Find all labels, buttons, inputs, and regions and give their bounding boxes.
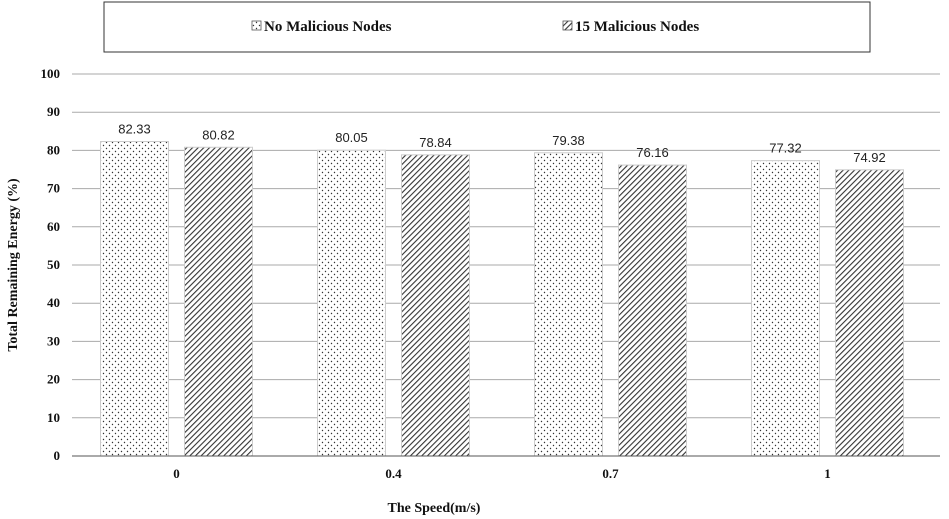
bar-15-malicious-2: [618, 164, 687, 457]
data-labels: 82.33 80.82 80.05 78.84 79.38 76.16 77.32 74.92: [118, 121, 886, 164]
data-label: 82.33: [118, 121, 151, 136]
x-tick-label: 0.7: [602, 466, 619, 481]
y-tick-label: 20: [47, 372, 60, 387]
y-tick-label: 30: [47, 333, 60, 348]
y-tick-label: 0: [54, 448, 61, 463]
x-tick-label: 0: [173, 466, 180, 481]
x-tick-label: 0.4: [385, 466, 402, 481]
bar-15-malicious-3: [835, 169, 904, 457]
bar-no-malicious-2: [534, 152, 603, 457]
legend-label-15-malicious: 15 Malicious Nodes: [575, 19, 699, 35]
data-label: 74.92: [853, 150, 886, 165]
y-tick-label: 80: [47, 142, 60, 157]
bar-15-malicious-0: [184, 146, 253, 457]
y-axis-ticks: 0 10 20 30 40 50 60 70 80 90 100: [41, 66, 61, 463]
x-axis-title: The Speed(m/s): [388, 501, 481, 516]
data-label: 76.16: [636, 145, 669, 160]
bar-no-malicious-0: [100, 140, 169, 457]
y-tick-label: 100: [41, 66, 61, 81]
data-label: 77.32: [769, 141, 802, 156]
x-tick-label: 1: [824, 466, 831, 481]
data-label: 79.38: [552, 133, 585, 148]
legend-label-no-malicious: No Malicious Nodes: [264, 19, 392, 35]
bar-15-malicious-1: [401, 154, 470, 457]
y-axis-title: Total Remaining Energy (%): [6, 178, 21, 352]
bar-no-malicious-3: [751, 160, 820, 457]
x-axis-ticks: 0 0.4 0.7 1: [173, 466, 831, 481]
legend-swatch-no-malicious: [251, 20, 262, 31]
data-label: 80.05: [335, 130, 368, 145]
data-label: 80.82: [202, 127, 235, 142]
y-tick-label: 40: [47, 295, 60, 310]
legend-box: [103, 1, 871, 53]
y-tick-label: 90: [47, 104, 60, 119]
data-label: 78.84: [419, 135, 452, 150]
y-tick-label: 60: [47, 219, 60, 234]
y-tick-label: 70: [47, 181, 60, 196]
y-tick-label: 50: [47, 257, 60, 272]
bar-no-malicious-1: [317, 149, 386, 457]
legend: No Malicious Nodes 15 Malicious Nodes: [103, 1, 871, 53]
y-tick-label: 10: [47, 410, 60, 425]
legend-swatch-15-malicious: [562, 20, 573, 31]
